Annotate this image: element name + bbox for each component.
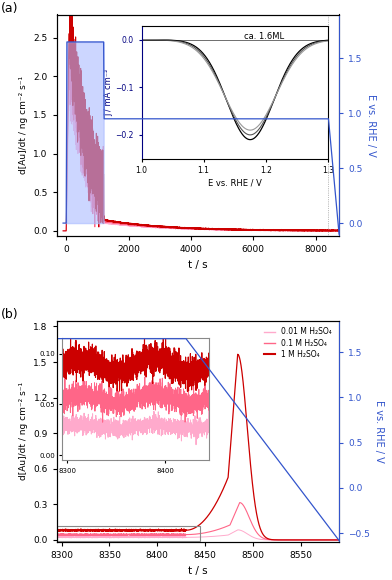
Text: (b): (b) — [0, 309, 18, 321]
Text: (a): (a) — [0, 2, 18, 15]
Y-axis label: E vs. RHE / V: E vs. RHE / V — [367, 94, 376, 157]
Y-axis label: d[Au]/dt / ng cm⁻² s⁻¹: d[Au]/dt / ng cm⁻² s⁻¹ — [19, 77, 28, 175]
X-axis label: t / s: t / s — [188, 260, 208, 270]
Y-axis label: d[Au]/dt / ng cm⁻² s⁻¹: d[Au]/dt / ng cm⁻² s⁻¹ — [19, 382, 28, 480]
Y-axis label: E vs. RHE / V: E vs. RHE / V — [374, 400, 384, 463]
Bar — [57, 525, 200, 541]
X-axis label: t / s: t / s — [188, 566, 208, 576]
Legend: 0.01 M H₂SO₄, 0.1 M H₂SO₄, 1 M H₂SO₄: 0.01 M H₂SO₄, 0.1 M H₂SO₄, 1 M H₂SO₄ — [261, 324, 335, 362]
